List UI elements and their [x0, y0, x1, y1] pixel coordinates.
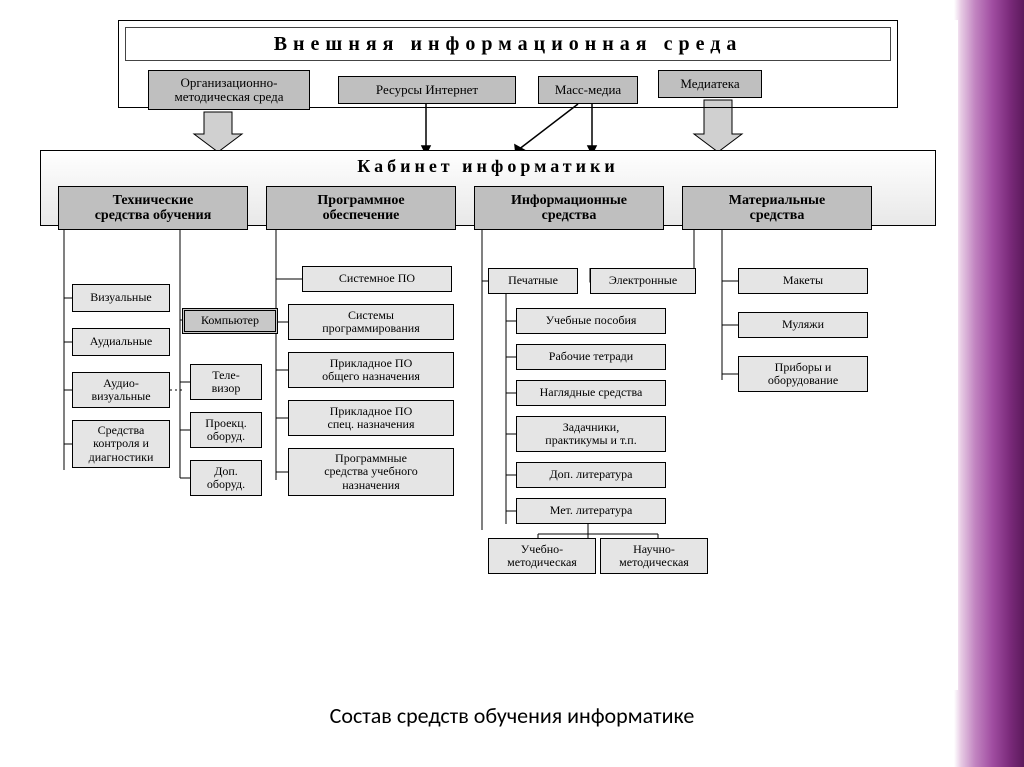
prog-2: Прикладное ПО общего назначения: [288, 352, 454, 388]
source-internet: Ресурсы Интернет: [338, 76, 516, 104]
info-bottom-0: Учебно- методическая: [488, 538, 596, 574]
prog-0: Системное ПО: [302, 266, 452, 292]
tech-right-1: Теле- визор: [190, 364, 262, 400]
tech-left-2: Аудио- визуальные: [72, 372, 170, 408]
header-title: Внешняя информационная среда: [274, 33, 743, 55]
tech-left-1: Аудиальные: [72, 328, 170, 356]
info-item-0: Учебные пособия: [516, 308, 666, 334]
info-item-4: Доп. литература: [516, 462, 666, 488]
info-head-1: Электронные: [590, 268, 696, 294]
info-item-2: Наглядные средства: [516, 380, 666, 406]
kabinet-title: Кабинет информатики: [357, 157, 618, 177]
info-head-0: Печатные: [488, 268, 578, 294]
tech-right-0: Компьютер: [182, 308, 278, 334]
tech-right-3: Доп. оборуд.: [190, 460, 262, 496]
category-mat: Материальные средства: [682, 186, 872, 230]
slide-caption: Состав средств обучения информатике: [0, 702, 1024, 729]
info-bottom-1: Научно- методическая: [600, 538, 708, 574]
source-media: Медиатека: [658, 70, 762, 98]
prog-4: Программные средства учебного назначения: [288, 448, 454, 496]
mat-1: Муляжи: [738, 312, 868, 338]
diagram-canvas: Внешняя информационная среда Кабинет инф…: [18, 20, 958, 690]
purple-gradient: [954, 0, 1024, 767]
tech-left-0: Визуальные: [72, 284, 170, 312]
category-tech: Технические средства обучения: [58, 186, 248, 230]
tech-left-3: Средства контроля и диагностики: [72, 420, 170, 468]
category-prog: Программное обеспечение: [266, 186, 456, 230]
source-org: Организационно- методическая среда: [148, 70, 310, 110]
mat-0: Макеты: [738, 268, 868, 294]
mat-2: Приборы и оборудование: [738, 356, 868, 392]
info-item-5: Мет. литература: [516, 498, 666, 524]
source-mass: Масс-медиа: [538, 76, 638, 104]
info-item-3: Задачники, практикумы и т.п.: [516, 416, 666, 452]
prog-3: Прикладное ПО спец. назначения: [288, 400, 454, 436]
category-info: Информационные средства: [474, 186, 664, 230]
info-item-1: Рабочие тетради: [516, 344, 666, 370]
tech-right-2: Проекц. оборуд.: [190, 412, 262, 448]
prog-1: Системы программирования: [288, 304, 454, 340]
